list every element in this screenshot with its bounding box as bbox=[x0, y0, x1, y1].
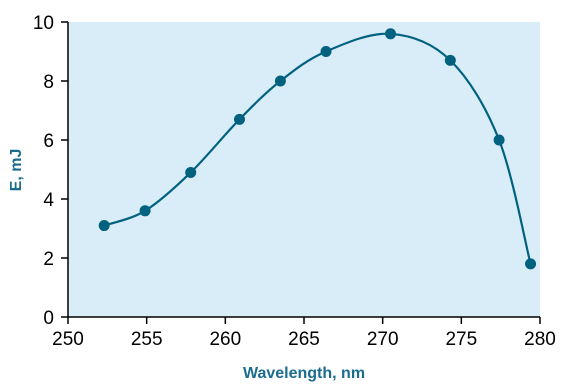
x-tick-label: 255 bbox=[131, 329, 163, 350]
x-axis: 250 255 260 265 270 275 280 bbox=[52, 316, 556, 350]
data-point bbox=[98, 220, 110, 232]
x-tick-label: 260 bbox=[209, 329, 241, 350]
data-point bbox=[139, 205, 151, 217]
plot-area bbox=[68, 22, 540, 317]
y-tick-label: 6 bbox=[43, 131, 54, 152]
data-point bbox=[233, 113, 245, 125]
x-tick-label: 275 bbox=[445, 329, 477, 350]
data-point bbox=[320, 46, 332, 57]
x-tick-label: 270 bbox=[367, 329, 399, 350]
data-point bbox=[525, 258, 537, 270]
y-tick-label: 4 bbox=[43, 190, 54, 211]
y-axis-title: E, mJ bbox=[8, 149, 25, 192]
y-tick-label: 8 bbox=[43, 72, 54, 93]
x-tick-label: 250 bbox=[52, 329, 84, 350]
data-point bbox=[274, 75, 286, 87]
y-tick-label: 2 bbox=[43, 249, 54, 270]
x-tick-label: 280 bbox=[524, 329, 556, 350]
data-point bbox=[385, 28, 397, 40]
x-tick-label: 265 bbox=[288, 329, 320, 350]
data-point bbox=[185, 166, 197, 178]
data-points bbox=[98, 28, 537, 270]
y-axis: 0 2 4 6 8 10 bbox=[33, 13, 69, 329]
data-point bbox=[493, 134, 505, 146]
x-axis-title: Wavelength, nm bbox=[243, 365, 365, 382]
data-point bbox=[444, 54, 456, 66]
y-tick-label: 0 bbox=[43, 308, 54, 329]
y-tick-label: 10 bbox=[33, 13, 54, 34]
